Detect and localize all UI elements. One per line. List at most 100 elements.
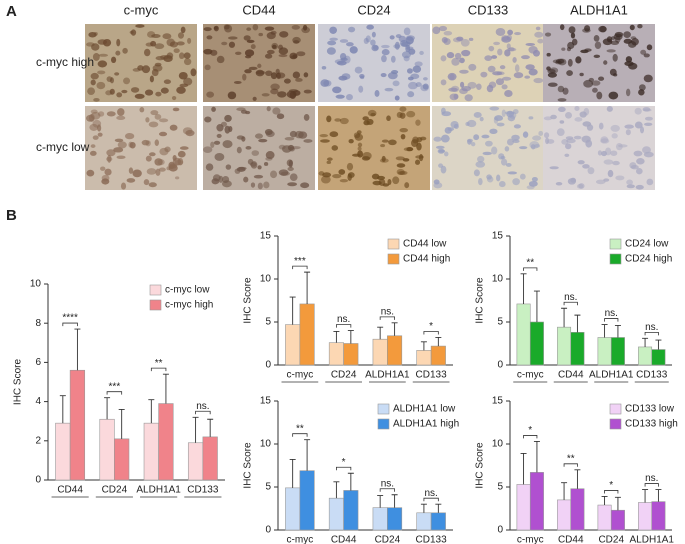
nucleus (169, 124, 178, 131)
nucleus (598, 122, 604, 130)
nucleus (547, 82, 558, 87)
nucleus (246, 27, 252, 31)
error-bar (104, 397, 111, 420)
nucleus (221, 41, 228, 46)
nucleus (320, 79, 330, 87)
nucleus (126, 178, 136, 183)
error-bar (162, 373, 169, 404)
nucleus (148, 121, 159, 128)
legend-swatch (609, 253, 622, 265)
nucleus (579, 72, 584, 77)
nucleus (495, 78, 505, 86)
nucleus (546, 52, 551, 57)
nucleus (190, 68, 197, 77)
nucleus (467, 139, 472, 145)
nucleus (289, 146, 295, 152)
row-label: c-myc high (36, 55, 94, 69)
nucleus (358, 85, 364, 93)
nucleus (497, 48, 503, 56)
nucleus (213, 26, 218, 30)
nucleus (420, 84, 429, 92)
nucleus (438, 25, 448, 32)
nucleus (600, 138, 610, 144)
y-tick-label: 0 (265, 360, 271, 371)
nucleus (624, 124, 634, 129)
nucleus (599, 25, 607, 33)
nucleus (446, 52, 455, 59)
nucleus (154, 158, 163, 166)
nucleus (92, 52, 100, 61)
nucleus (154, 113, 162, 120)
nucleus (594, 41, 602, 50)
nucleus (224, 114, 232, 122)
significance-label: ns. (645, 473, 658, 484)
x-tick-label: CD44 (558, 370, 584, 381)
y-tick-label: 2 (35, 435, 41, 446)
nucleus (607, 169, 614, 178)
nucleus (521, 55, 530, 60)
nucleus (242, 73, 247, 81)
legend-label: CD24 low (625, 239, 669, 250)
nucleus (408, 48, 416, 55)
nucleus (98, 53, 109, 57)
nucleus (224, 24, 233, 33)
nucleus (545, 137, 550, 145)
nucleus (349, 46, 358, 54)
nucleus (327, 40, 337, 46)
significance-label: ** (155, 358, 163, 369)
bar (158, 403, 174, 481)
nucleus (512, 178, 520, 186)
nucleus (248, 66, 258, 70)
error-bar (347, 472, 354, 491)
nucleus (320, 139, 330, 143)
nucleus (396, 163, 406, 168)
significance-bracket (563, 463, 578, 467)
nucleus (86, 114, 95, 122)
nucleus (606, 106, 613, 112)
nucleus (331, 145, 339, 151)
nucleus (598, 76, 605, 81)
error-bar (59, 395, 66, 424)
nucleus (296, 51, 306, 57)
nucleus (221, 180, 232, 188)
nucleus (92, 135, 99, 140)
nucleus (113, 147, 124, 153)
bar (387, 507, 403, 531)
nucleus (100, 166, 106, 171)
nucleus (513, 72, 524, 79)
nucleus (422, 83, 429, 90)
nucleus (440, 165, 447, 174)
nucleus (593, 54, 601, 59)
nucleus (151, 34, 161, 39)
nucleus (278, 54, 288, 58)
nucleus (588, 77, 595, 82)
y-tick-label: 5 (265, 482, 271, 493)
y-tick-label: 0 (497, 360, 503, 371)
significance-bracket (106, 391, 123, 395)
significance-bracket (523, 435, 538, 439)
nucleus (414, 61, 423, 67)
significance-label: ** (526, 257, 534, 268)
nucleus (289, 91, 297, 100)
nucleus (453, 123, 459, 129)
nucleus (403, 147, 414, 152)
nucleus (117, 108, 125, 116)
error-bar (333, 481, 340, 499)
nucleus (134, 93, 145, 99)
nucleus (401, 51, 411, 59)
nucleus (252, 96, 257, 101)
nucleus (329, 131, 339, 138)
x-tick-label: c-myc (517, 370, 544, 381)
nucleus (185, 129, 195, 137)
nucleus (644, 116, 653, 121)
nucleus (528, 116, 534, 120)
error-bar (435, 503, 442, 513)
nucleus (418, 154, 424, 162)
bar (610, 337, 625, 366)
x-tick-label: ALDH1A1 (589, 370, 634, 381)
bar (285, 324, 301, 366)
nucleus (279, 31, 289, 38)
nucleus (532, 135, 542, 141)
nucleus (347, 173, 352, 181)
nucleus (578, 183, 585, 189)
